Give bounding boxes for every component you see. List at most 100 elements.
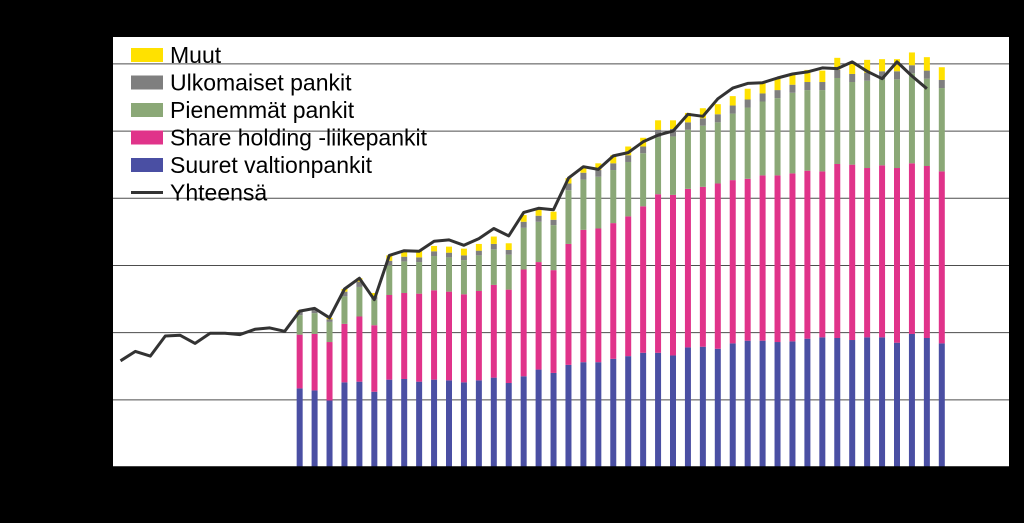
bar-segment <box>819 337 826 467</box>
bar-segment <box>640 352 647 467</box>
bar-segment <box>550 270 557 373</box>
bar-segment <box>431 251 438 257</box>
bar-segment <box>849 340 856 467</box>
bar-segment <box>804 170 811 339</box>
bar-segment <box>356 286 363 317</box>
bar-segment <box>565 190 572 244</box>
bar-segment <box>684 347 691 467</box>
bar-segment <box>296 315 303 335</box>
bar-segment <box>401 261 408 293</box>
bar-segment <box>655 137 662 195</box>
bar-segment <box>535 221 542 263</box>
bar-segment <box>684 188 691 348</box>
bar-segment <box>834 57 841 70</box>
bar-segment <box>311 333 318 391</box>
bar-segment <box>894 79 900 169</box>
bar-segment <box>879 59 886 72</box>
legend-swatch <box>131 158 163 172</box>
bar-segment <box>670 355 676 467</box>
bar-segment <box>416 250 423 258</box>
bar-segment <box>759 93 766 102</box>
bar-segment <box>446 257 452 292</box>
bar-segment <box>490 243 497 250</box>
bar-segment <box>804 90 811 171</box>
bar-segment <box>520 376 527 467</box>
bar-segment <box>505 243 512 250</box>
bar-segment <box>864 337 871 467</box>
bar-segment <box>879 71 886 80</box>
bar-segment <box>670 194 676 356</box>
bar-segment <box>804 69 811 83</box>
bar-segment <box>580 179 587 230</box>
bar-segment <box>729 113 736 181</box>
bar-segment <box>356 281 363 287</box>
bar-segment <box>505 249 512 255</box>
bar-segment <box>595 362 602 467</box>
bar-segment <box>670 120 676 130</box>
bar-segment <box>640 146 647 154</box>
bar-segment <box>535 215 542 222</box>
bar-segment <box>714 104 721 115</box>
bar-segment <box>565 183 572 191</box>
bar-segment <box>595 163 602 171</box>
bar-segment <box>789 92 796 174</box>
legend-label: Yhteensä <box>170 180 267 206</box>
bar-segment <box>879 79 886 166</box>
bar-segment <box>699 346 706 467</box>
bar-segment <box>774 98 781 176</box>
bar-segment <box>640 153 647 207</box>
bar-segment <box>446 252 452 258</box>
bar-segment <box>356 381 363 467</box>
bar-segment <box>535 262 542 370</box>
bar-segment <box>744 88 751 100</box>
bar-segment <box>446 380 452 467</box>
bar-segment <box>460 382 467 467</box>
bar-segment <box>819 82 826 91</box>
bar-segment <box>655 352 662 467</box>
bar-segment <box>475 250 482 256</box>
bar-segment <box>714 183 721 349</box>
bar-segment <box>774 175 781 343</box>
bar-segment <box>849 73 856 83</box>
bar-segment <box>625 155 632 162</box>
bar-segment <box>550 219 557 226</box>
bar-segment <box>520 269 527 377</box>
bar-segment <box>759 82 766 94</box>
bar-segment <box>774 342 781 467</box>
bar-segment <box>804 338 811 467</box>
bar-segment <box>923 338 930 467</box>
bar-segment <box>371 292 378 297</box>
bar-segment <box>699 186 706 347</box>
bar-segment <box>475 290 482 381</box>
bar-segment <box>610 163 617 171</box>
bar-segment <box>550 225 557 271</box>
bar-segment <box>894 59 900 72</box>
bar-segment <box>490 249 497 285</box>
bar-segment <box>834 77 841 164</box>
bar-segment <box>416 262 423 294</box>
bar-segment <box>759 175 766 341</box>
bar-segment <box>894 342 900 467</box>
bar-segment <box>670 136 676 195</box>
bar-segment <box>326 319 333 322</box>
bar-segment <box>460 255 467 261</box>
legend-label: Pienemmät pankit <box>170 97 355 123</box>
bar-segment <box>610 155 617 164</box>
bar-segment <box>894 168 900 343</box>
bar-segment <box>670 129 676 137</box>
bar-segment <box>460 248 467 256</box>
bar-segment <box>908 163 915 334</box>
bar-segment <box>655 129 662 138</box>
bar-segment <box>938 88 945 172</box>
bar-segment <box>908 333 915 467</box>
bar-segment <box>819 171 826 338</box>
bar-segment <box>759 101 766 176</box>
x-axis <box>112 466 1010 471</box>
bar-segment <box>923 57 930 71</box>
bar-segment <box>580 172 587 180</box>
bar-segment <box>908 52 915 66</box>
bar-segment <box>729 96 736 106</box>
